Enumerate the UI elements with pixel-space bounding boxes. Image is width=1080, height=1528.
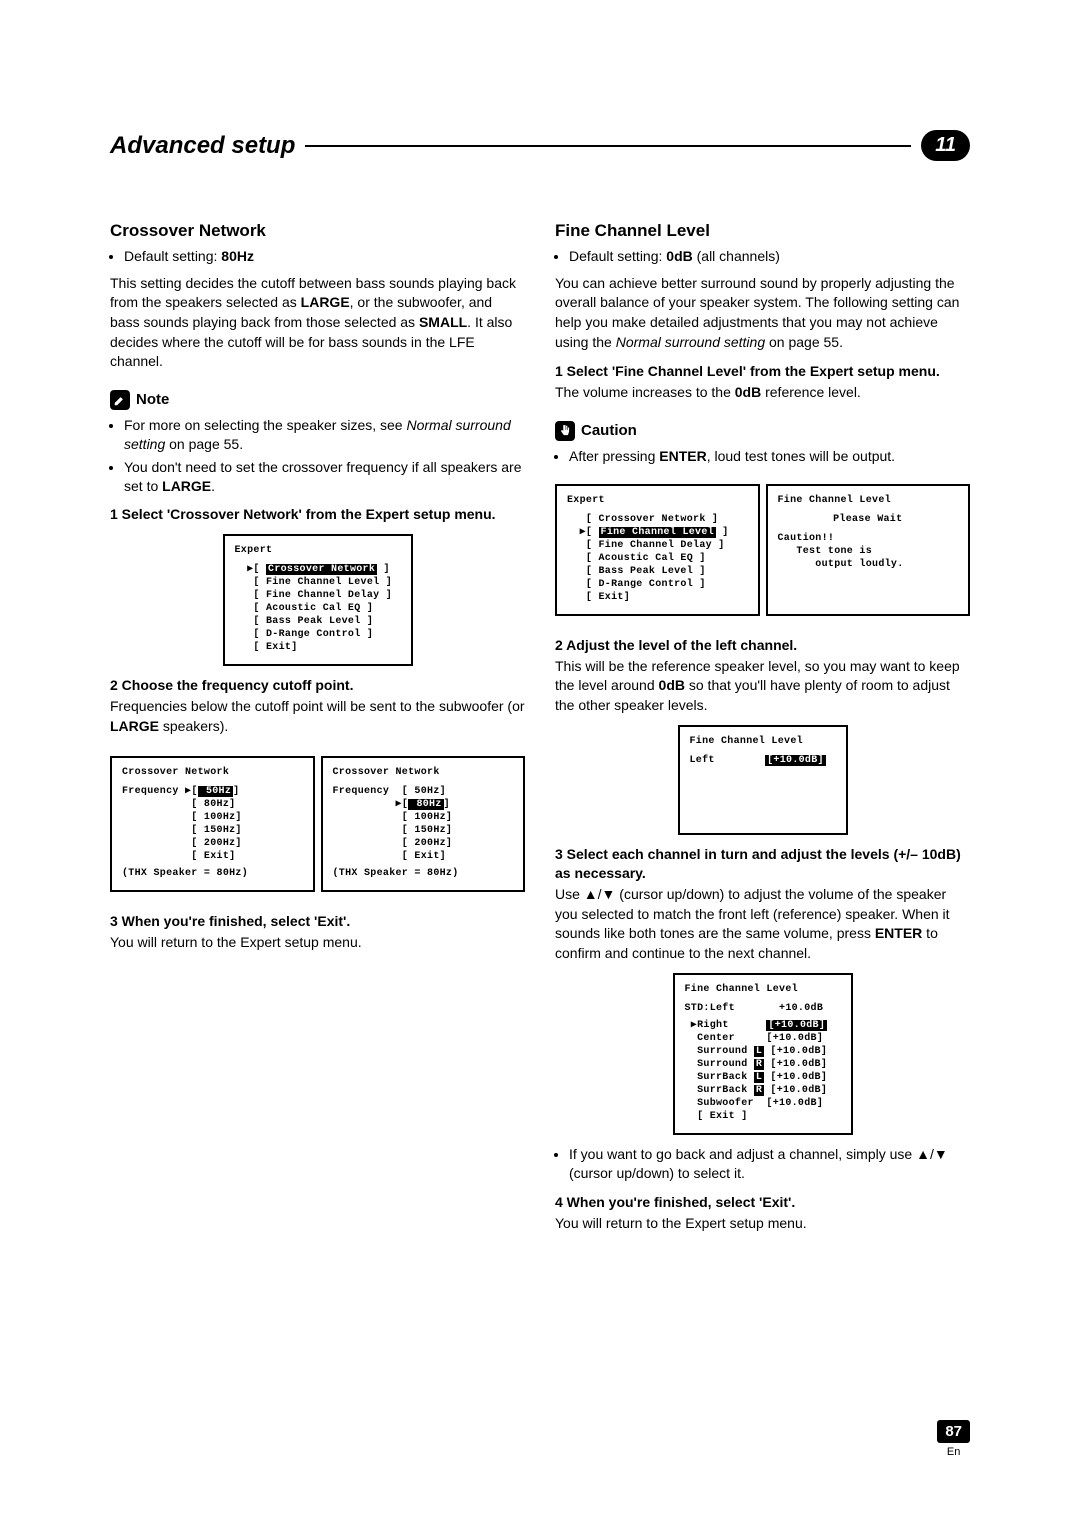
intro-text: This setting decides the cutoff between … [110,274,525,372]
osd-channel-list: Fine Channel LevelSTD:Left +10.0dB ▶Righ… [673,973,853,1135]
caution-item: After pressing ENTER, loud test tones wi… [569,447,970,466]
hand-icon [555,421,575,441]
step-body: You will return to the Expert setup menu… [110,933,525,953]
step-heading: 3 Select each channel in turn and adjust… [555,845,970,883]
step-heading: 2 Choose the frequency cutoff point. [110,676,525,695]
osd-wait-screen: Fine Channel Level Please Wait Caution!!… [766,484,971,616]
osd-crossover-b: Crossover NetworkFrequency [ 50Hz] ▶[ 80… [321,756,526,892]
chapter-title: Advanced setup [110,132,295,160]
osd-expert-menu: Expert ▶[ Crossover Network ] [ Fine Cha… [223,534,413,666]
tip-item: If you want to go back and adjust a chan… [569,1145,970,1183]
osd-left-channel: Fine Channel Level Left [+10.0dB] [678,725,848,835]
step-heading: 4 When you're finished, select 'Exit'. [555,1193,970,1212]
intro-text: You can achieve better surround sound by… [555,274,970,352]
step-body: Use ▲/▼ (cursor up/down) to adjust the v… [555,885,970,963]
note-item: For more on selecting the speaker sizes,… [124,416,525,454]
page-header: Advanced setup 11 [110,130,970,161]
note-item: You don't need to set the crossover freq… [124,458,525,496]
step-heading: 2 Adjust the level of the left channel. [555,636,970,655]
default-setting: Default setting: 0dB (all channels) [569,247,970,266]
osd-pair: Expert [ Crossover Network ] ▶[ Fine Cha… [555,474,970,626]
caution-heading: Caution [555,421,970,441]
step-heading: 1 Select 'Crossover Network' from the Ex… [110,505,525,524]
step-body: You will return to the Expert setup menu… [555,1214,970,1234]
right-column: Fine Channel Level Default setting: 0dB … [555,221,970,1244]
section-heading-fine-channel: Fine Channel Level [555,221,970,241]
step-heading: 3 When you're finished, select 'Exit'. [110,912,525,931]
default-setting: Default setting: 80Hz [124,247,525,266]
step-heading: 1 Select 'Fine Channel Level' from the E… [555,362,970,381]
header-rule [305,145,911,147]
step-body: The volume increases to the 0dB referenc… [555,383,970,403]
step-body: Frequencies below the cutoff point will … [110,697,525,736]
osd-crossover-a: Crossover NetworkFrequency ▶[ 50Hz] [ 80… [110,756,315,892]
osd-pair: Crossover NetworkFrequency ▶[ 50Hz] [ 80… [110,746,525,902]
left-column: Crossover Network Default setting: 80Hz … [110,221,525,1244]
chapter-number-badge: 11 [921,130,970,161]
note-heading: Note [110,390,525,410]
step-body: This will be the reference speaker level… [555,657,970,716]
section-heading-crossover: Crossover Network [110,221,525,241]
page-number-badge: 87 En [937,1420,970,1458]
osd-expert-menu: Expert [ Crossover Network ] ▶[ Fine Cha… [555,484,760,616]
pencil-icon [110,390,130,410]
